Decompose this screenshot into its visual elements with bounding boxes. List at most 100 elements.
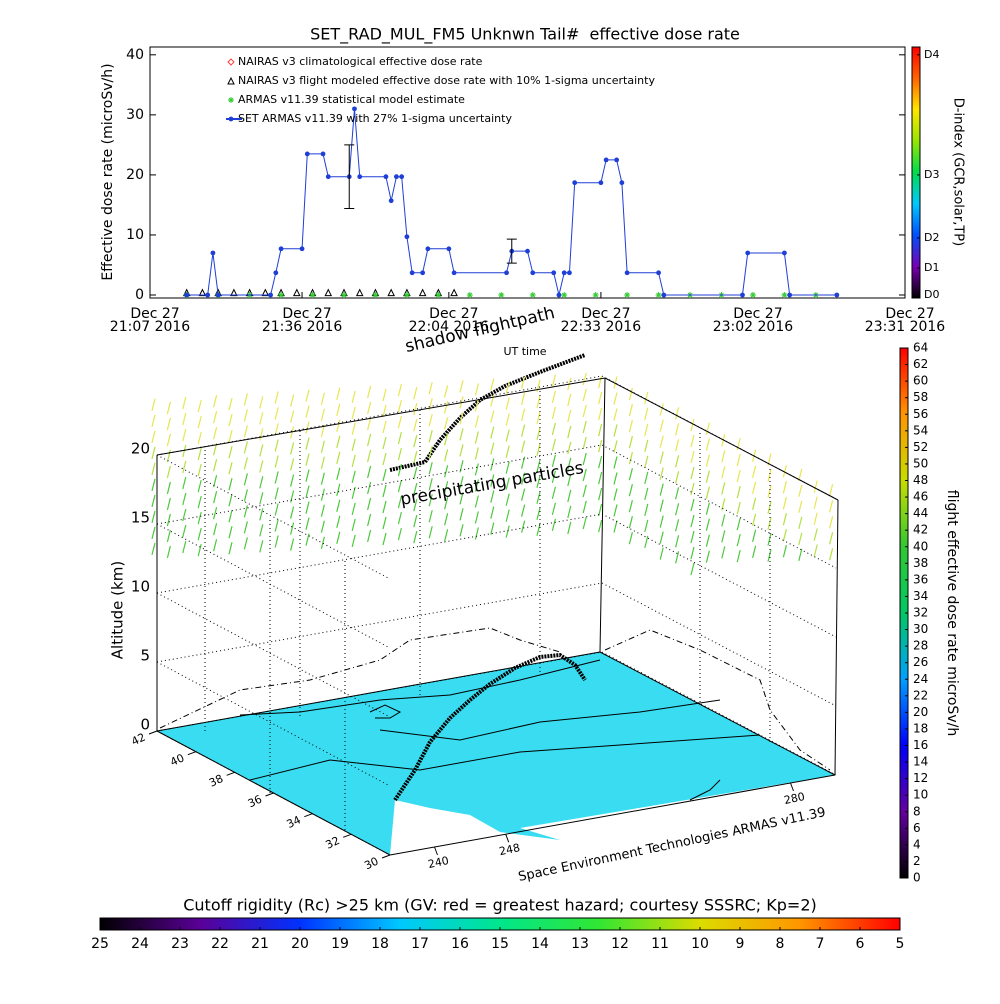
particle-dash xyxy=(351,518,356,532)
particle-dash xyxy=(736,485,741,499)
data-point xyxy=(572,180,578,186)
altitude-grid xyxy=(156,444,837,569)
particle-dash xyxy=(397,511,402,525)
data-point xyxy=(324,288,333,297)
particle-dash xyxy=(413,419,418,432)
lat-tick-label: 42 xyxy=(129,731,147,749)
particle-dash xyxy=(413,499,418,512)
lat-tick xyxy=(304,813,313,818)
colorbar-tick-label: 36 xyxy=(913,572,928,586)
particle-dash xyxy=(644,407,649,421)
particle-dash xyxy=(613,488,618,501)
particle-dash xyxy=(444,529,449,542)
colorbar-tick-label: 46 xyxy=(913,490,928,504)
particle-dash xyxy=(598,391,603,405)
particle-dash xyxy=(598,519,603,533)
particle-dash xyxy=(598,407,603,421)
particle-dash xyxy=(675,487,680,500)
particle-dash xyxy=(382,532,387,546)
particle-dash xyxy=(798,484,803,498)
z-tick-label: 20 xyxy=(131,440,150,458)
particle-dash xyxy=(413,403,418,416)
particle-dash xyxy=(182,444,187,458)
data-point xyxy=(215,292,221,298)
data-point xyxy=(619,180,625,186)
particle-dash xyxy=(213,539,218,552)
data-point xyxy=(781,291,788,298)
particle-dash xyxy=(474,399,479,412)
particle-dash xyxy=(490,410,495,423)
particle-dash xyxy=(444,481,449,494)
data-point xyxy=(372,291,379,298)
particle-dash xyxy=(274,519,279,532)
particle-dash xyxy=(505,381,510,394)
data-point xyxy=(184,292,190,298)
particle-dash xyxy=(351,390,356,404)
particle-dash xyxy=(659,467,664,480)
particle-dash xyxy=(274,487,279,500)
particle-dash xyxy=(166,417,171,431)
particle-dash xyxy=(213,523,218,536)
particle-dash xyxy=(166,545,171,559)
particle-dash xyxy=(290,522,295,535)
particle-dash xyxy=(259,524,264,537)
particle-dash xyxy=(690,418,695,432)
colorbar-tick-label: 4 xyxy=(913,837,921,851)
particle-dash xyxy=(228,398,233,411)
particle-dash xyxy=(413,387,418,400)
data-point xyxy=(325,174,331,180)
particle-dash xyxy=(243,521,248,534)
data-point xyxy=(749,291,756,298)
data-point xyxy=(299,246,305,252)
data-point xyxy=(304,151,310,157)
legend-label: NAIRAS v3 climatological effective dose … xyxy=(238,55,483,68)
particle-dash xyxy=(782,513,787,526)
colorbar-tick-label: 25 xyxy=(91,936,109,952)
particle-dash xyxy=(228,542,233,555)
colorbar-tick-label: 64 xyxy=(913,341,928,355)
data-point xyxy=(529,291,536,298)
box-edge xyxy=(389,774,836,856)
particle-dash xyxy=(752,465,757,478)
data-point xyxy=(435,291,442,298)
particle-dash xyxy=(397,495,402,509)
colorbar-tick-label: 14 xyxy=(531,936,549,952)
y-axis-title: Effective dose rate (microSv/h) xyxy=(100,63,116,280)
particle-dash xyxy=(675,455,680,468)
particle-dash xyxy=(367,465,372,479)
data-point xyxy=(661,292,667,298)
particle-dash xyxy=(567,473,572,487)
particle-dash xyxy=(151,446,156,460)
particle-dash xyxy=(736,549,741,563)
particle-dash xyxy=(243,537,248,550)
particle-dash xyxy=(705,502,710,515)
lat-tick-label: 30 xyxy=(362,855,380,873)
particle-dash xyxy=(459,428,464,441)
colorbar-tick-label: 10 xyxy=(691,936,709,952)
lat-tick xyxy=(342,833,352,838)
particle-dash xyxy=(213,427,218,440)
particle-dash xyxy=(705,454,710,467)
particle-dash xyxy=(305,501,310,514)
particle-dash xyxy=(182,476,187,490)
colorbar-tick-label: 16 xyxy=(451,936,469,952)
particle-dash xyxy=(305,405,310,418)
particle-dash xyxy=(798,516,803,530)
particle-dash xyxy=(659,515,664,528)
particle-dash xyxy=(521,424,526,437)
particle-dash xyxy=(628,468,633,481)
particle-dash xyxy=(582,404,587,418)
particle-dash xyxy=(690,562,695,576)
data-point xyxy=(409,270,415,276)
data-point xyxy=(498,291,505,298)
particle-dash xyxy=(444,513,449,526)
particle-dash xyxy=(397,415,402,429)
box-edge xyxy=(834,499,839,776)
particle-dash xyxy=(228,478,233,491)
data-point xyxy=(230,288,238,297)
particle-dash xyxy=(767,517,772,530)
particle-dash xyxy=(213,491,218,504)
particle-dash xyxy=(413,515,418,528)
particle-dash xyxy=(644,423,649,437)
particle-dash xyxy=(367,529,372,543)
